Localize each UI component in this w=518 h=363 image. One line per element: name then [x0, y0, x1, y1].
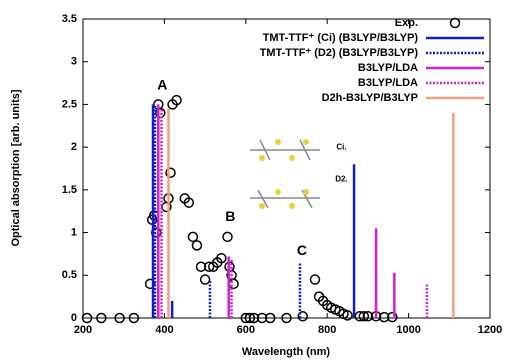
legend-marker	[451, 19, 460, 28]
molecule-ci	[250, 139, 320, 161]
legend-label: D2h-B3LYP/B3LYP	[322, 92, 418, 104]
y-tick-label: 2	[71, 141, 77, 153]
x-tick-label: 1000	[396, 324, 420, 336]
annotation: B	[225, 208, 235, 224]
legend-label: TMT-TTF⁺ (D2) (B3LYP/B3LYP)	[260, 47, 419, 59]
y-tick-label: 3.5	[62, 13, 77, 25]
data-point	[223, 232, 232, 241]
data-point	[192, 241, 201, 250]
y-tick-label: 2.5	[62, 98, 77, 110]
annotation: D2.	[335, 175, 347, 184]
plot-frame	[83, 19, 490, 318]
data-point	[310, 275, 319, 284]
x-tick-label: 200	[74, 324, 92, 336]
data-point	[188, 232, 197, 241]
x-tick-label: 400	[155, 324, 173, 336]
data-point	[201, 275, 210, 284]
y-tick-label: 0.5	[62, 269, 77, 281]
y-axis-label: Optical absorption [arb. units]	[10, 89, 22, 246]
y-tick-label: 0	[71, 312, 77, 324]
chart: Wavelength (nm) Optical absorption [arb.…	[0, 0, 518, 363]
molecule-d2	[250, 189, 320, 209]
y-tick-label: 1	[71, 226, 77, 238]
y-tick-label: 1.5	[62, 184, 77, 196]
legend-label: B3LYP/LDA	[358, 62, 418, 74]
annotation: C	[297, 242, 307, 258]
legend-label: TMT-TTF⁺ (Ci) (B3LYP/B3LYP)	[263, 32, 419, 44]
x-tick-label: 1200	[478, 324, 502, 336]
annotation: Ci.	[336, 142, 346, 151]
y-tick-label: 3	[71, 56, 77, 68]
annotation: A	[157, 76, 167, 92]
x-tick-label: 600	[237, 324, 255, 336]
legend-label: Exp.	[395, 17, 418, 29]
legend-label: B3LYP/LDA	[358, 77, 418, 89]
x-tick-label: 800	[318, 324, 336, 336]
data-point	[229, 279, 238, 288]
x-axis-label: Wavelength (nm)	[242, 346, 331, 358]
